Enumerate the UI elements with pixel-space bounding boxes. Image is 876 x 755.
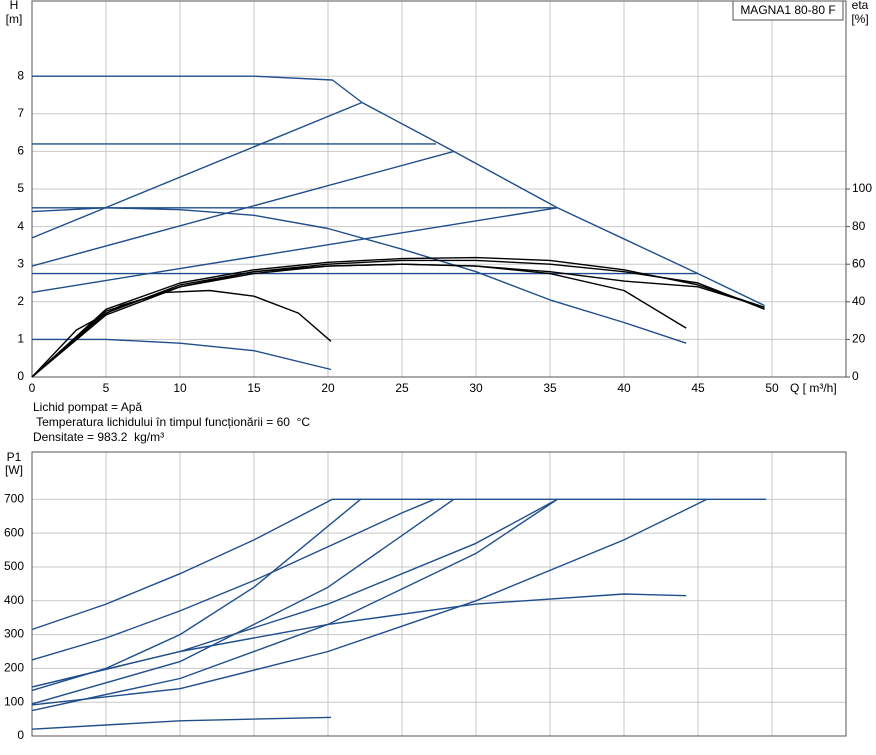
y2-tick-label: 100 <box>852 181 872 195</box>
plot-frame <box>31 451 847 737</box>
curve <box>32 338 332 371</box>
y-tick-label: 200 <box>4 661 24 675</box>
y-tick-label: 7 <box>17 106 24 120</box>
x-tick-label: 50 <box>765 381 779 395</box>
curve <box>32 75 765 307</box>
x-tick-label: 30 <box>469 381 483 395</box>
curve <box>31 207 558 294</box>
x-tick-label: 15 <box>247 381 261 395</box>
curve <box>31 263 765 378</box>
y-tick-label: 700 <box>4 492 24 506</box>
y-tick-label: 0 <box>17 369 24 383</box>
x-tick-label: 35 <box>543 381 557 395</box>
y-tick-label: 400 <box>4 593 24 607</box>
plot-frame <box>31 0 847 378</box>
y-tick-label: 3 <box>17 256 24 270</box>
y-axis-unit: [W] <box>5 463 23 477</box>
y-tick-label: 6 <box>17 144 24 158</box>
note: Lichid pompat = Apă <box>33 400 142 414</box>
y2-tick-label: 40 <box>852 294 866 308</box>
model-title: MAGNA1 80-80 F <box>740 3 835 17</box>
y-tick-label: 4 <box>17 219 24 233</box>
x-tick-label: 20 <box>321 381 335 395</box>
y-axis-label: P1 <box>7 450 22 464</box>
note: Temperatura lichidului în timpul funcțio… <box>33 415 310 429</box>
x-tick-label: 45 <box>691 381 705 395</box>
curve <box>31 498 435 661</box>
y-tick-label: 100 <box>4 694 24 708</box>
x-tick-label: 40 <box>617 381 631 395</box>
curve <box>31 289 332 378</box>
x-tick-label: 0 <box>29 381 36 395</box>
x-tick-label: 10 <box>173 381 187 395</box>
y-tick-label: 2 <box>17 294 24 308</box>
y2-axis-unit: [%] <box>851 12 868 26</box>
y-tick-label: 5 <box>17 181 24 195</box>
y-tick-label: 1 <box>17 332 24 346</box>
note: Densitate = 983.2 kg/m³ <box>33 430 164 444</box>
x-tick-label: 5 <box>103 381 110 395</box>
curve <box>31 498 767 631</box>
curve <box>31 498 708 706</box>
y-tick-label: 8 <box>17 68 24 82</box>
y2-tick-label: 0 <box>852 369 859 383</box>
plot-area <box>32 452 846 736</box>
model-box <box>732 0 844 21</box>
curve <box>31 593 687 688</box>
y-tick-label: 300 <box>4 627 24 641</box>
y2-axis-label: eta <box>852 0 869 12</box>
y-axis-unit: [m] <box>6 12 23 26</box>
y2-tick-label: 60 <box>852 256 866 270</box>
curve <box>31 150 454 267</box>
curve <box>31 716 331 730</box>
y-axis-label: H <box>10 0 19 12</box>
curve <box>31 207 687 344</box>
y-tick-label: 500 <box>4 559 24 573</box>
x-tick-label: 25 <box>395 381 409 395</box>
y-tick-label: 0 <box>17 728 24 742</box>
y2-tick-label: 20 <box>852 332 866 346</box>
curve <box>31 101 363 239</box>
curve <box>31 498 455 705</box>
x-axis-label: Q [ m³/h] <box>790 381 837 395</box>
curve <box>31 259 765 378</box>
y2-tick-label: 80 <box>852 219 866 233</box>
y-tick-label: 600 <box>4 525 24 539</box>
